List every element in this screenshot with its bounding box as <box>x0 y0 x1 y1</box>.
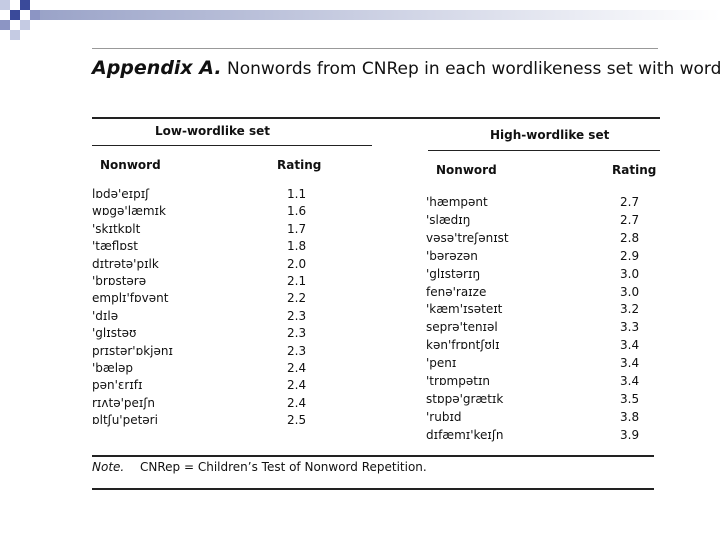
rule <box>92 48 658 49</box>
rating: 2.3 <box>287 308 307 323</box>
nonword: vəsə'treʃənɪst <box>426 230 509 245</box>
nonword: pən'ɛrɪfɪ <box>92 378 143 393</box>
nonword: lɒdə'eɪpɪʃ <box>92 187 150 201</box>
nonword: fenə'raɪze <box>426 284 487 299</box>
nonword: 'skɪtkɒlt <box>92 221 141 236</box>
column-header: Rating <box>612 163 657 177</box>
rating: 3.9 <box>620 427 640 442</box>
nonword: 'dɪlə <box>92 308 119 323</box>
nonword: 'glɪstərɪŋ <box>426 266 481 281</box>
rating: 2.7 <box>620 195 640 209</box>
nonword: 'slædɪŋ <box>426 212 471 227</box>
column-header: Rating <box>277 158 322 172</box>
nonword: stɒpə'grætɪk <box>426 391 504 406</box>
column-header: Nonword <box>100 158 161 172</box>
rating: 3.4 <box>620 356 640 371</box>
nonword: 'glɪstəʊ <box>92 326 137 341</box>
rating: 1.7 <box>287 221 307 236</box>
nonword: 'kæm'ɪsəteɪt <box>426 302 503 317</box>
rule <box>92 455 654 457</box>
rating: 2.4 <box>287 395 307 410</box>
nonword: rɪʌtə'peɪʃn <box>92 395 155 410</box>
nonword: 'brɒstərə <box>92 274 147 288</box>
nonword: 'trɒmpətɪn <box>426 374 491 388</box>
nonword: 'rubɪd <box>426 409 462 424</box>
nonword: wɒgə'læmɪk <box>92 204 166 219</box>
decoration <box>0 0 720 40</box>
rating: 2.4 <box>287 378 307 393</box>
title: Appendix A. Nonwords from CNRep in each … <box>92 57 720 80</box>
nonword: 'bæləp <box>92 361 134 375</box>
rating: 2.2 <box>287 291 307 306</box>
rating: 2.1 <box>287 274 307 288</box>
rating: 3.4 <box>620 338 640 353</box>
rating: 2.5 <box>287 413 307 428</box>
rating: 2.0 <box>287 256 307 271</box>
rule <box>92 488 654 490</box>
rule <box>428 150 660 151</box>
nonword: 'tæflɒst <box>92 239 138 254</box>
nonword: prɪstər'ɒkjənɪ <box>92 343 173 358</box>
nonword: 'hæmpənt <box>426 195 488 209</box>
nonword: emplɪ'fɒvənt <box>92 291 169 306</box>
rating: 3.8 <box>620 409 640 424</box>
rating: 3.2 <box>620 302 640 317</box>
rating: 3.3 <box>620 320 640 335</box>
nonword: 'bərəzən <box>426 248 478 263</box>
nonword: dɪtrətə'pɪlk <box>92 256 159 271</box>
note-label: Note. <box>92 460 125 474</box>
rating: 2.3 <box>287 326 307 341</box>
note-text: CNRep = Children’s Test of Nonword Repet… <box>140 460 427 474</box>
set-header: Low-wordlike set <box>155 124 271 138</box>
rating: 3.4 <box>620 374 640 388</box>
rating: 1.1 <box>287 187 307 201</box>
column-header: Nonword <box>436 163 497 177</box>
rating: 1.8 <box>287 239 307 254</box>
rating: 2.9 <box>620 248 640 263</box>
rating: 3.5 <box>620 391 640 406</box>
rating: 1.6 <box>287 204 307 219</box>
nonword: 'penɪ <box>426 356 457 371</box>
rule <box>92 117 660 119</box>
rating: 3.0 <box>620 266 640 281</box>
nonword: dɪfæmɪ'keɪʃn <box>426 427 504 442</box>
rating: 2.7 <box>620 212 640 227</box>
nonword: seprə'tenɪəl <box>426 320 498 335</box>
nonword: kən'frɒntʃʊlɪ <box>426 338 500 353</box>
rule <box>92 145 372 146</box>
set-header: High-wordlike set <box>490 128 610 142</box>
rating: 2.3 <box>287 343 307 358</box>
rating: 3.0 <box>620 284 640 299</box>
rating: 2.8 <box>620 230 640 245</box>
nonword: ɒltʃu'petəri <box>92 413 158 428</box>
rating: 2.4 <box>287 361 307 375</box>
